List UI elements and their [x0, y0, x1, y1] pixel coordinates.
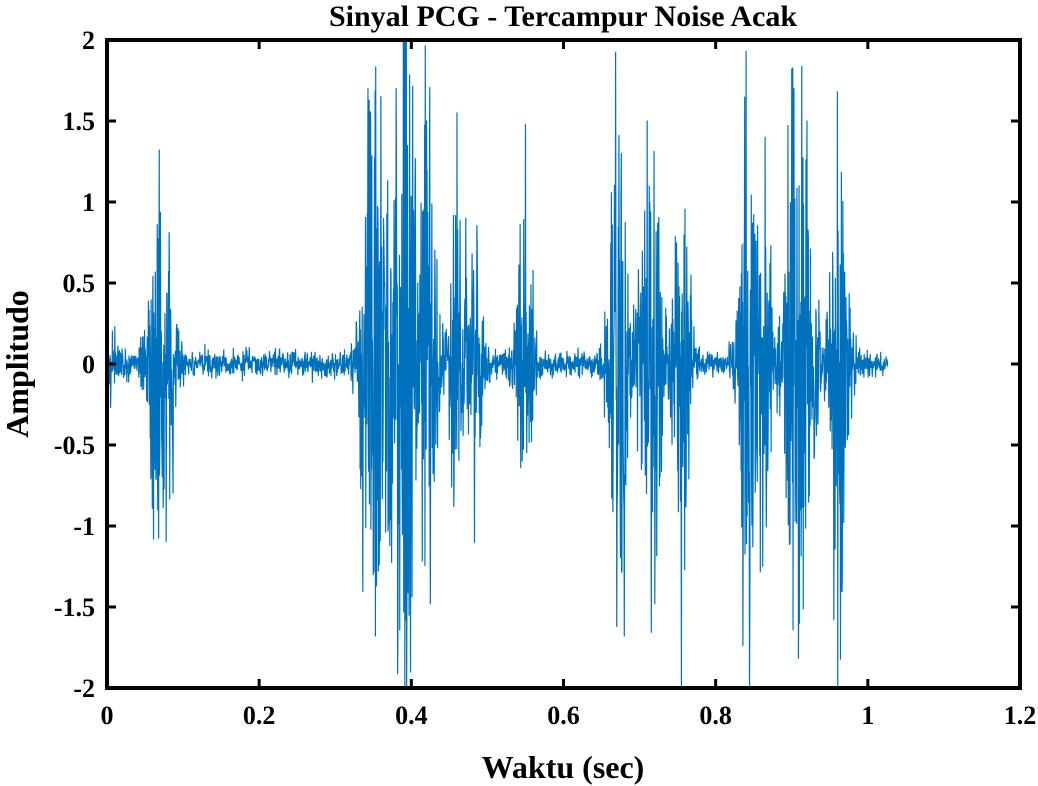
x-tick-label: 0.4: [395, 701, 428, 730]
y-tick-label: 2: [82, 26, 95, 55]
y-tick-label: -1: [73, 512, 95, 541]
series-line: [106, 41, 889, 689]
series-group: [106, 41, 889, 689]
ticks-group: 0 0.2 0.4 0.6 0.8 1 1.2 2 1.5 1 0.5 0 -0.5 -1 -1.5 -2: [54, 26, 1036, 730]
x-tick-label: 0.2: [243, 701, 276, 730]
chart-title: Sinyal PCG - Tercampur Noise Acak: [329, 0, 797, 33]
y-tick-label: 1: [82, 188, 95, 217]
x-tick-label: 1: [861, 701, 874, 730]
x-tick-label: 0: [101, 701, 114, 730]
y-tick-label: 0.5: [63, 269, 96, 298]
y-axis-label: Amplitudo: [0, 290, 35, 438]
x-tick-label: 0.6: [547, 701, 580, 730]
y-tick-label: -2: [73, 674, 95, 703]
x-axis-label: Waktu (sec): [482, 749, 645, 785]
plot-area: 0 0.2 0.4 0.6 0.8 1 1.2 2 1.5 1 0.5 0 -0.5 -1 -1.5 -2: [54, 26, 1036, 730]
y-tick-label: -0.5: [54, 431, 95, 460]
y-tick-label: 0: [82, 350, 95, 379]
x-tick-label: 0.8: [699, 701, 732, 730]
y-tick-label: -1.5: [54, 593, 95, 622]
y-tick-label: 1.5: [63, 107, 96, 136]
x-tick-label: 1.2: [1004, 701, 1037, 730]
